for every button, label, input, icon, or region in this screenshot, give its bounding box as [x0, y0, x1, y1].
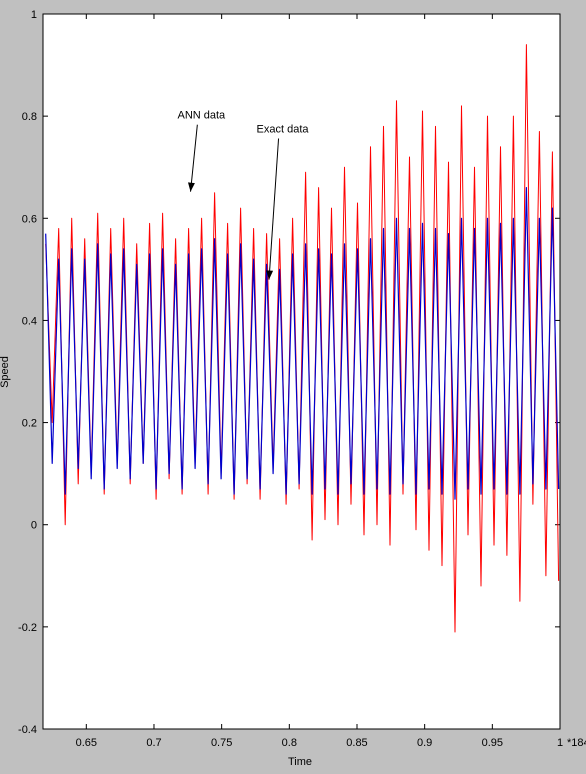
x-tick-label: 0.85 [346, 737, 367, 749]
x-axis-multiplier-label: *1840 [567, 737, 586, 749]
y-axis-ticks: -0.4 -0.2 0 0.2 0.4 0.6 0.8 1 [18, 9, 560, 736]
x-tick-label: 0.75 [211, 737, 232, 749]
y-tick-label: -0.2 [18, 622, 37, 634]
y-tick-label: 0.8 [22, 111, 37, 123]
x-axis-ticks: 0.65 0.7 0.75 0.8 0.85 0.9 0.95 1 [76, 14, 563, 749]
x-axis-label: Time [288, 756, 312, 768]
annotation-label: Exact data [257, 123, 310, 135]
y-tick-label: -0.4 [18, 724, 37, 736]
y-tick-label: 0 [31, 520, 37, 532]
annotation-label: ANN data [177, 110, 226, 122]
series-layer [45, 44, 560, 633]
series-line-blue [45, 187, 560, 500]
x-tick-label: 0.9 [417, 737, 432, 749]
annotation-layer: ANN data Exact data [177, 110, 309, 280]
annotation-arrow-head [188, 182, 195, 192]
x-tick-label: 0.95 [482, 737, 503, 749]
x-tick-label: 0.8 [282, 737, 297, 749]
y-tick-label: 0.2 [22, 418, 37, 430]
annotation-arrow-line [268, 138, 280, 280]
x-tick-label: 0.65 [76, 737, 97, 749]
y-tick-label: 0.6 [22, 213, 37, 225]
annotation-arrow-head [266, 270, 274, 280]
y-tick-label: 1 [31, 9, 37, 21]
annotation-arrow-line [190, 124, 198, 192]
x-tick-label: 0.7 [146, 737, 161, 749]
y-tick-label: 0.4 [22, 315, 37, 327]
y-axis-label: Speed [0, 356, 11, 388]
x-tick-label: 1 [557, 737, 563, 749]
